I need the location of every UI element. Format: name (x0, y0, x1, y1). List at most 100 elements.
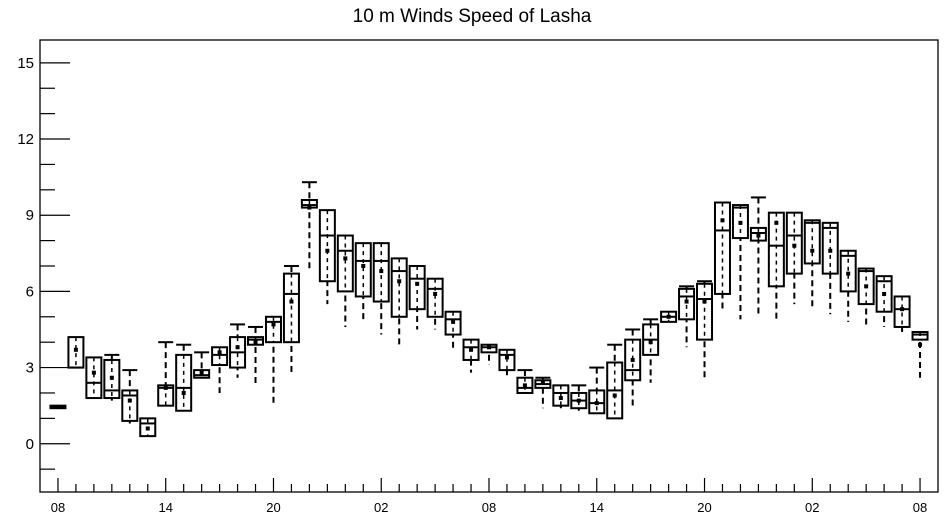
y-axis: 0 3 6 9 12 15 (17, 55, 70, 470)
x-tick-label: 20 (266, 500, 280, 515)
x-tick-label: 20 (697, 500, 711, 515)
mean-marker (343, 256, 348, 261)
mean-marker (469, 347, 474, 352)
box-item (696, 280, 714, 381)
box-item (839, 249, 857, 322)
mean-marker (163, 385, 168, 390)
box-iqr (713, 201, 731, 295)
box-item (121, 369, 139, 424)
mean-marker (127, 398, 132, 403)
y-tick-label: 6 (26, 283, 34, 300)
box-iqr (803, 219, 821, 265)
mean-marker (451, 319, 456, 324)
mean-marker (738, 220, 743, 225)
box-item (175, 343, 193, 412)
box-item (390, 257, 408, 345)
plot-frame (39, 39, 939, 493)
mean-marker (91, 370, 96, 375)
mean-marker (594, 401, 599, 406)
mean-marker (73, 347, 78, 352)
box-item (462, 338, 480, 373)
box-item (911, 331, 929, 378)
box-item (713, 201, 731, 312)
mean-marker (828, 248, 833, 253)
mean-marker (756, 233, 761, 238)
mean-marker (181, 390, 186, 395)
mean-marker (612, 393, 617, 398)
x-tick-label: 14 (590, 500, 604, 515)
mean-marker (235, 345, 240, 350)
box-item (893, 295, 911, 333)
box-item (354, 242, 372, 320)
mean-marker (702, 299, 707, 304)
mean-marker (810, 248, 815, 253)
y-tick-label: 0 (26, 436, 34, 453)
mean-marker (325, 248, 330, 253)
mean-marker (217, 350, 222, 355)
mean-marker (900, 307, 905, 312)
box-item (552, 384, 570, 409)
mean-marker (55, 404, 60, 409)
box-item (731, 204, 749, 320)
box-item (749, 196, 767, 317)
x-tick-label: 14 (158, 500, 172, 515)
box-item (336, 234, 354, 327)
box-item (660, 310, 678, 323)
mean-marker (109, 375, 114, 380)
box-item (606, 343, 624, 420)
x-tick-label: 02 (374, 500, 388, 515)
mean-marker (522, 383, 527, 388)
box-item (426, 277, 444, 330)
box-series (49, 181, 929, 438)
box-item (678, 285, 696, 348)
box-item (444, 310, 462, 350)
box-item (624, 328, 642, 406)
mean-marker (253, 340, 258, 345)
mean-marker (684, 299, 689, 304)
box-item (157, 341, 175, 407)
mean-marker (846, 271, 851, 276)
mean-marker (379, 269, 384, 274)
mean-marker (576, 398, 581, 403)
mean-marker (720, 218, 725, 223)
mean-marker (415, 281, 420, 286)
box-iqr (408, 265, 426, 311)
x-axis: 08 14 20 02 08 14 20 02 08 (51, 478, 927, 515)
box-item (139, 417, 157, 438)
box-item (300, 181, 318, 269)
mean-marker (433, 291, 438, 296)
box-item (767, 211, 785, 320)
box-item (642, 318, 660, 383)
mean-marker (361, 264, 366, 268)
mean-marker (504, 355, 509, 360)
mean-marker (289, 299, 294, 304)
box-item (516, 369, 534, 394)
box-item (875, 275, 893, 327)
mean-marker (918, 342, 923, 347)
box-item (67, 336, 85, 369)
mean-marker (540, 380, 545, 385)
y-tick-label: 12 (17, 131, 34, 148)
box-item (498, 348, 516, 376)
box-item (408, 265, 426, 330)
mean-marker (145, 426, 150, 431)
box-item (211, 346, 229, 393)
mean-marker (199, 370, 204, 375)
y-tick-label: 3 (26, 360, 34, 377)
x-tick-label: 02 (805, 500, 819, 515)
box-item (264, 315, 282, 406)
box-item (85, 356, 103, 400)
y-tick-label: 9 (26, 207, 34, 224)
box-item (821, 221, 839, 315)
box-item (193, 351, 211, 379)
box-item (480, 343, 498, 366)
mean-marker (630, 357, 635, 362)
box-item (282, 265, 300, 376)
mean-marker (666, 314, 671, 319)
y-tick-label: 15 (17, 55, 34, 72)
mean-marker (882, 291, 887, 296)
box-item (588, 366, 606, 415)
box-item (247, 325, 265, 386)
mean-marker (792, 243, 797, 248)
